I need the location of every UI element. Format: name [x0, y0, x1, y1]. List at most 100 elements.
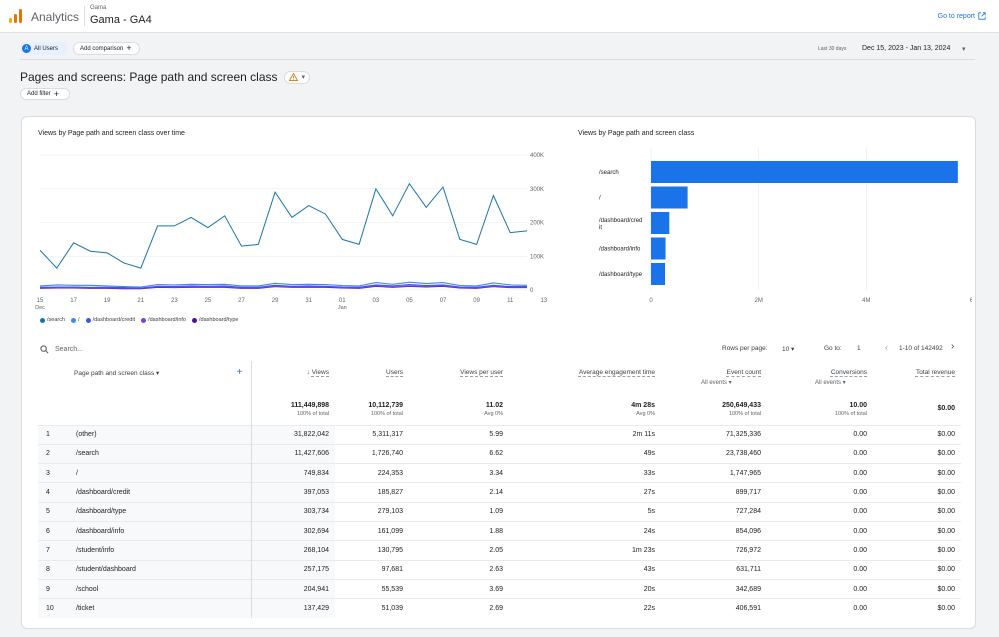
- bar-chart-title: Views by Page path and screen class: [578, 130, 695, 137]
- add-dimension-plus-icon[interactable]: +: [236, 367, 243, 378]
- event-filter-select[interactable]: All events ▾: [701, 380, 732, 386]
- data-quality-chip[interactable]: ▾: [283, 70, 311, 84]
- bar[interactable]: [651, 161, 958, 183]
- bar-category-label: /dashboard/type: [599, 272, 643, 278]
- segment-chip-all-users[interactable]: A All Users: [20, 42, 68, 55]
- conversion-filter-select[interactable]: All events ▾: [815, 380, 846, 386]
- table-row[interactable]: 5/dashboard/type 303,734 279,103 1.09 5s 727,…: [38, 501, 961, 522]
- plus-icon: +: [53, 88, 59, 99]
- row-cell: $0.00: [873, 559, 961, 580]
- table-row[interactable]: 7/student/info 268,104 130,795 2.05 1m 23s 72…: [38, 540, 961, 561]
- row-cell: 0.00: [767, 443, 873, 464]
- account-name[interactable]: Gama: [90, 5, 107, 11]
- row-cell: $0.00: [873, 424, 961, 445]
- table-row[interactable]: 4/dashboard/credit 397,053 185,827 2.14 27s 8…: [38, 482, 961, 503]
- bar-chart[interactable]: 0 2M 4M 6M/search / /dashboard/credit/dashboa…: [572, 145, 972, 315]
- table-row[interactable]: 3/749,834 224,353 3.34 33s 1,747,965 0.00 $0.0…: [38, 463, 961, 483]
- prev-page-icon[interactable]: ‹: [885, 342, 888, 352]
- bar[interactable]: [651, 263, 665, 285]
- series-line-dashboardinfo[interactable]: [39, 285, 527, 289]
- row-cell: 23,738,460: [661, 443, 767, 464]
- table-row[interactable]: 9/school 204,941 55,539 3.69 20s 342,689 0.00 $…: [38, 578, 961, 599]
- table-row[interactable]: 2/search 11,427,606 1,726,740 6.62 49s 23,738…: [38, 443, 961, 464]
- caret-down-icon[interactable]: ▾: [962, 46, 966, 53]
- legend-item[interactable]: /search: [40, 317, 65, 323]
- col-header-total-revenue[interactable]: Total revenue: [915, 369, 955, 376]
- table-row[interactable]: 8/student/dashboard 257,175 97,681 2.63 43s 6…: [38, 559, 961, 580]
- caret-down-icon: ▾: [791, 346, 795, 353]
- goto-label: Go to:: [824, 345, 842, 352]
- bar[interactable]: [651, 186, 688, 209]
- table-search[interactable]: Search...: [40, 345, 83, 354]
- page-title-text: Pages and screens: Page path and screen …: [20, 70, 278, 84]
- row-cell: 727,284: [661, 501, 767, 522]
- goto-page-input[interactable]: 1: [857, 345, 861, 352]
- row-cell: 204,941: [251, 578, 335, 599]
- legend-item[interactable]: /dashboard/credit: [85, 317, 136, 323]
- row-cell: $0.00: [873, 520, 961, 541]
- col-header-views[interactable]: ↓ Views: [306, 369, 329, 376]
- row-cell: 5,311,317: [335, 424, 409, 445]
- col-header-event-count[interactable]: Event count All events ▾: [661, 361, 767, 395]
- table-row[interactable]: 6/dashboard/info 302,694 161,099 1.88 24s 854…: [38, 520, 961, 541]
- row-dimension-link[interactable]: /search: [66, 443, 252, 464]
- y-tick-label: 400K: [530, 153, 544, 159]
- col-header-users[interactable]: Users: [386, 369, 403, 376]
- totals-index: [38, 395, 66, 425]
- next-page-icon[interactable]: ›: [951, 341, 955, 352]
- row-dimension-link[interactable]: /dashboard/info: [66, 520, 252, 541]
- row-cell: 0.00: [767, 482, 873, 503]
- bar[interactable]: [651, 212, 670, 234]
- col-header-views-per-user[interactable]: Views per user: [460, 369, 503, 376]
- row-dimension-link[interactable]: /dashboard/credit: [66, 482, 252, 503]
- series-line-dashboardcredit[interactable]: [39, 284, 527, 289]
- legend-dot-icon: [192, 317, 197, 323]
- row-dimension-link[interactable]: /: [66, 463, 252, 483]
- add-comparison-button[interactable]: Add comparison +: [73, 42, 140, 55]
- row-dimension-link[interactable]: /student/info: [66, 540, 252, 561]
- date-range-picker[interactable]: Dec 15, 2023 - Jan 13, 2024: [862, 45, 951, 52]
- table-row[interactable]: 10/ticket 137,429 51,039 2.69 22s 406,591 0.00…: [38, 598, 961, 618]
- line-chart-title: Views by Page path and screen class over…: [38, 130, 185, 137]
- add-filter-label: Add filter: [27, 91, 51, 97]
- legend-item[interactable]: /: [71, 317, 80, 323]
- row-cell: 31,822,042: [251, 424, 335, 445]
- col-header-conversions[interactable]: Conversions All events ▾: [767, 361, 873, 395]
- legend-dot-icon: [85, 317, 91, 323]
- property-name[interactable]: Gama - GA4: [90, 14, 152, 26]
- rows-per-page-select[interactable]: 10 ▾: [782, 345, 794, 353]
- row-cell: 5s: [509, 501, 661, 522]
- total-conversions: 10.00 100% of total: [834, 402, 867, 418]
- row-dimension-link[interactable]: /student/dashboard: [66, 559, 252, 580]
- dimension-header[interactable]: Page path and screen class ▾ +: [66, 361, 252, 395]
- line-chart[interactable]: 400K 300K 200K 100K 0 15 17 19 21 23 25 27 29 31 01 03 0…: [22, 145, 567, 315]
- row-cell: 2m 11s: [509, 424, 661, 445]
- row-dimension-link[interactable]: /school: [66, 578, 252, 599]
- row-cell: 130,795: [335, 540, 409, 561]
- warning-icon: [288, 73, 298, 81]
- series-line-search[interactable]: [39, 182, 528, 269]
- legend-item[interactable]: /dashboard/type: [192, 317, 238, 323]
- legend-item[interactable]: /dashboard/info: [141, 317, 186, 323]
- row-cell: 342,689: [661, 578, 767, 599]
- x-tick-label: 13: [540, 298, 547, 304]
- date-range-label: Last 30 days: [818, 46, 847, 52]
- row-cell: 279,103: [335, 501, 409, 522]
- col-header-avg-engagement[interactable]: Average engagement time: [578, 369, 655, 376]
- table-row[interactable]: 1 (other) 31,822,042 5,311,317 5.99 2m 11s 71,…: [38, 424, 961, 445]
- analytics-logo-icon[interactable]: [9, 9, 23, 23]
- add-filter-button[interactable]: Add filter +: [20, 88, 70, 100]
- row-cell: 0.00: [767, 424, 873, 445]
- legend-label: /dashboard/credit: [92, 317, 136, 323]
- x-tick-label: 03: [373, 298, 380, 304]
- row-dimension-link[interactable]: /dashboard/type: [66, 501, 252, 522]
- series-line-root[interactable]: [39, 281, 528, 288]
- row-dimension-link[interactable]: /ticket: [66, 598, 252, 618]
- row-dimension-link[interactable]: (other): [66, 424, 252, 445]
- row-cell: 726,972: [661, 540, 767, 561]
- x-tick-label: 19: [104, 298, 111, 304]
- x-tick-label: 05: [406, 298, 413, 304]
- row-cell: 0.00: [767, 598, 873, 618]
- bar[interactable]: [651, 237, 666, 260]
- go-to-report-link[interactable]: Go to report: [938, 12, 986, 20]
